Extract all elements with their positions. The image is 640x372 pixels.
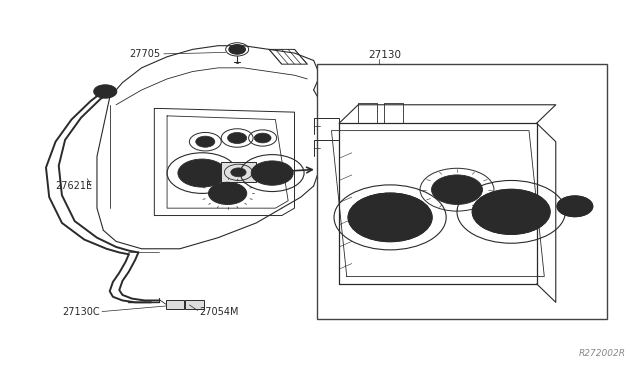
Circle shape	[94, 85, 116, 98]
Text: 27621E: 27621E	[56, 181, 93, 191]
Circle shape	[472, 189, 550, 234]
Text: 27054M: 27054M	[199, 307, 239, 317]
Circle shape	[254, 133, 271, 143]
Text: 27130: 27130	[368, 50, 401, 60]
Text: F: F	[237, 170, 240, 175]
Bar	[185, 301, 204, 309]
Text: 27130C: 27130C	[63, 307, 100, 317]
Bar	[221, 162, 256, 182]
Bar	[317, 64, 607, 319]
Circle shape	[431, 175, 483, 205]
Circle shape	[557, 196, 593, 217]
Bar	[166, 301, 184, 309]
Text: 27705: 27705	[129, 49, 161, 59]
Text: R272002R: R272002R	[579, 349, 626, 358]
Circle shape	[348, 193, 432, 242]
Circle shape	[229, 45, 246, 54]
Circle shape	[178, 159, 227, 187]
Circle shape	[196, 136, 215, 147]
Circle shape	[228, 132, 246, 144]
Circle shape	[251, 161, 293, 185]
Circle shape	[209, 182, 246, 205]
Circle shape	[231, 168, 246, 177]
